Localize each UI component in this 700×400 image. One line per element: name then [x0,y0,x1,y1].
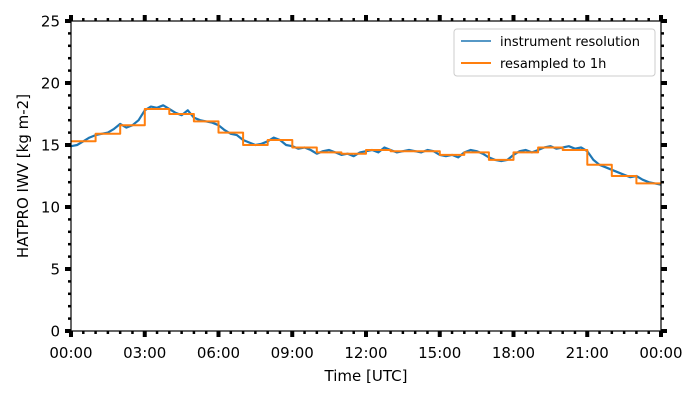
series-line-1 [71,108,661,185]
x-tick-label: 00:00 [639,344,682,362]
legend-box [453,28,656,77]
legend-label-instrument-resolution: instrument resolution [500,35,640,50]
x-tick-label: 21:00 [566,344,609,362]
ticks-layer [65,15,667,337]
x-tick-label: 12:00 [344,344,387,362]
y-tick-label: 0 [50,323,60,341]
y-axis-title: HATPRO IWV [kg m-2] [14,94,32,258]
y-tick-label: 5 [50,261,60,279]
x-axis-title: Time [UTC] [324,367,408,385]
y-tick-label: 20 [41,75,60,93]
x-tick-label: 18:00 [492,344,535,362]
y-tick-label: 25 [41,13,60,31]
x-tick-label: 15:00 [418,344,461,362]
x-tick-label: 06:00 [197,344,240,362]
y-tick-label: 15 [41,137,60,155]
x-tick-label: 00:00 [49,344,92,362]
legend: instrument resolution resampled to 1h [453,28,656,77]
series-layer [71,104,661,186]
series-line-0 [71,104,661,186]
legend-label-resampled: resampled to 1h [500,57,606,72]
x-tick-label: 03:00 [123,344,166,362]
x-tick-label: 09:00 [271,344,314,362]
tick-labels-layer: 00:00 03:00 06:00 09:00 12:00 15:00 18:00 21:00… [41,13,683,363]
y-tick-label: 10 [41,199,60,217]
